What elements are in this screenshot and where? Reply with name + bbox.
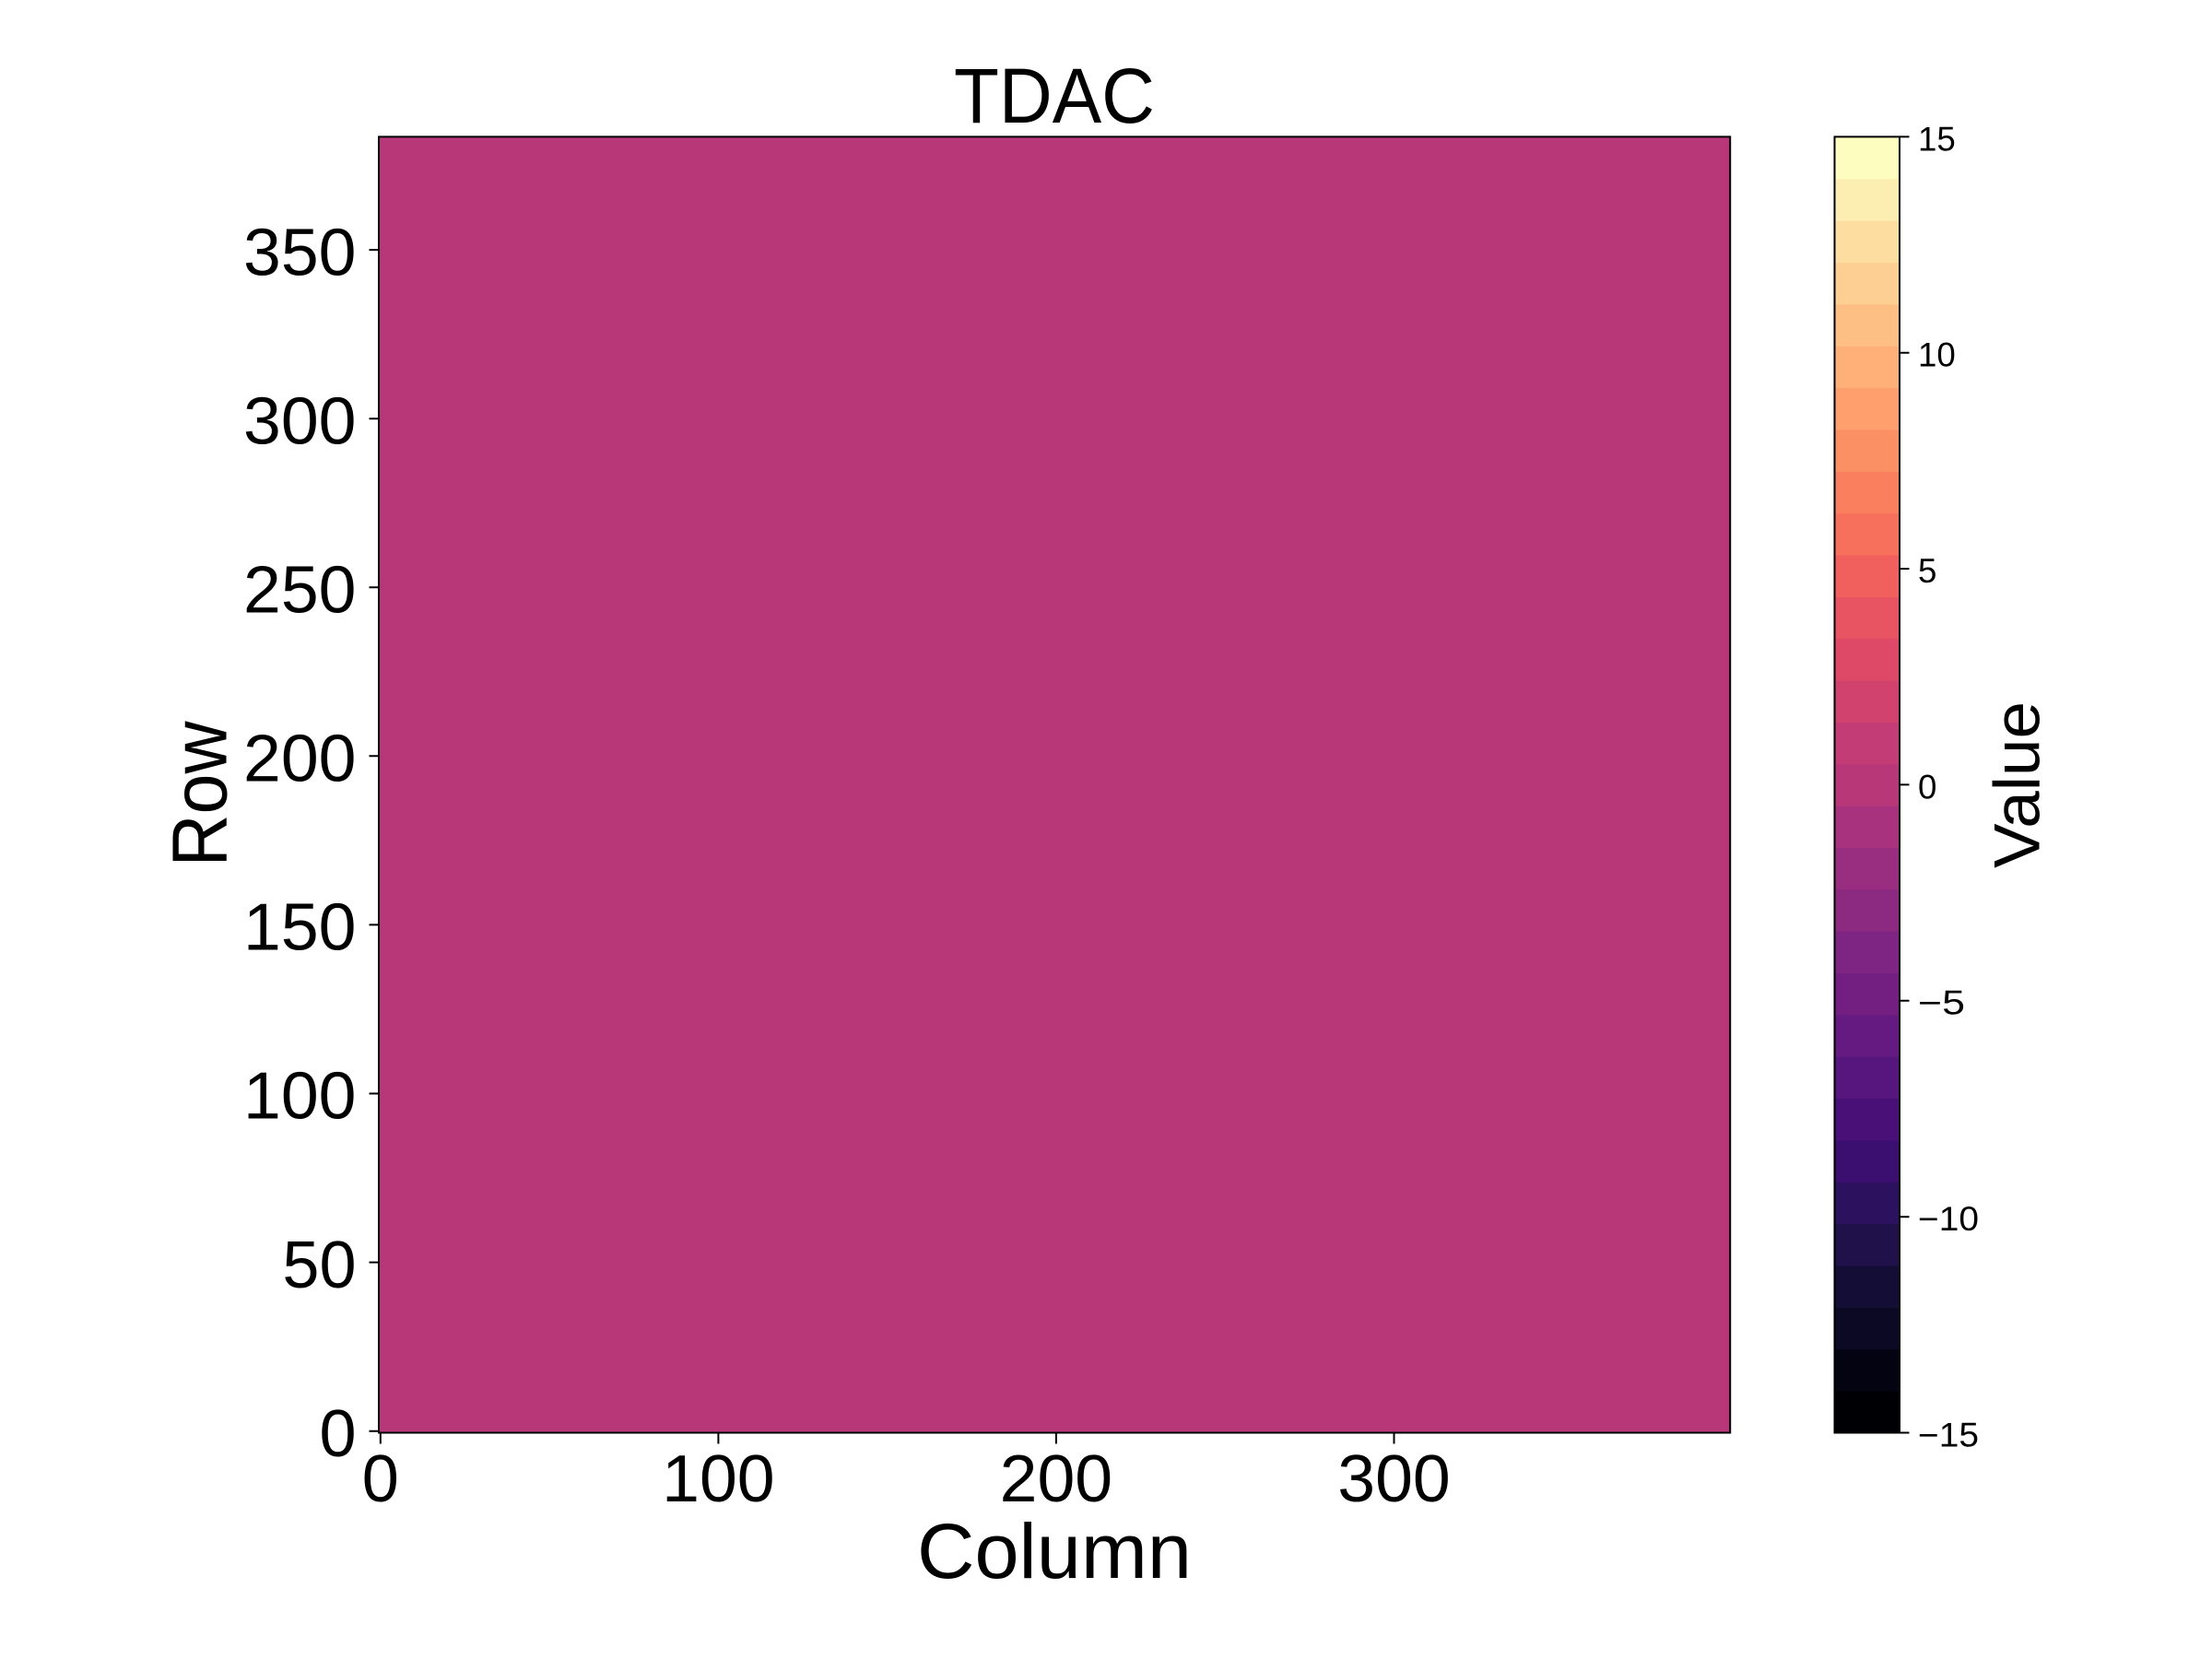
svg-text:−10: −10 (1918, 1200, 1979, 1238)
svg-text:10: 10 (1918, 336, 1956, 374)
svg-text:5: 5 (1918, 552, 1936, 590)
svg-text:300: 300 (243, 384, 357, 458)
svg-text:300: 300 (1337, 1442, 1451, 1516)
svg-text:0: 0 (319, 1397, 356, 1471)
svg-text:0: 0 (362, 1442, 399, 1516)
svg-text:0: 0 (1918, 768, 1936, 806)
svg-text:−5: −5 (1918, 984, 1965, 1022)
svg-text:Column: Column (917, 1507, 1192, 1594)
svg-text:Value: Value (1981, 701, 2053, 868)
svg-text:200: 200 (1000, 1442, 1113, 1516)
svg-text:350: 350 (243, 216, 357, 289)
svg-text:Row: Row (156, 721, 243, 867)
svg-text:100: 100 (662, 1442, 775, 1516)
svg-text:50: 50 (282, 1229, 356, 1302)
svg-text:150: 150 (243, 891, 357, 965)
svg-text:200: 200 (243, 723, 357, 796)
svg-text:100: 100 (243, 1060, 357, 1134)
svg-text:−15: −15 (1918, 1416, 1979, 1453)
svg-text:250: 250 (243, 554, 357, 628)
svg-text:TDAC: TDAC (954, 52, 1155, 139)
svg-text:15: 15 (1918, 120, 1956, 158)
